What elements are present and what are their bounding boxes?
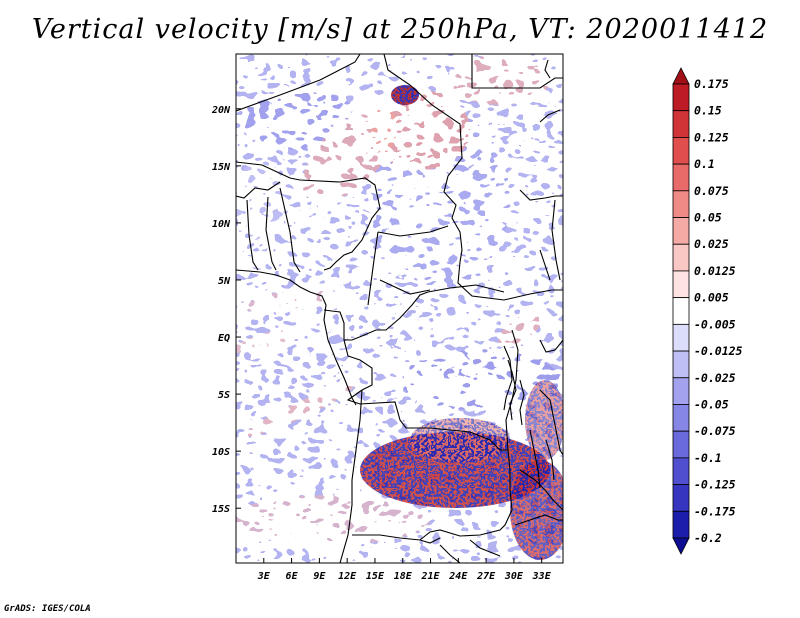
colorbar-label: -0.05 (694, 397, 729, 411)
country-borders (236, 54, 563, 563)
colorbar-swatch (672, 67, 690, 85)
lon-tick-label: 9E (313, 571, 326, 582)
longitude-axis: 3E 6E 9E 12E 15E 18E 21E 24E 27E 30E 33E (257, 558, 552, 582)
lat-tick-label: 15S (212, 504, 230, 515)
lon-tick-label: 30E (504, 571, 524, 582)
colorbar-label: -0.075 (694, 424, 736, 438)
colorbar-label: 0.05 (694, 211, 722, 225)
lat-tick-label: 10N (212, 219, 231, 230)
colorbar-swatch (672, 243, 690, 272)
colorbar: 0.175 0.15 0.125 0.1 0.075 0.05 0.025 0.0125 0.0… (672, 67, 743, 555)
colorbar-swatch (672, 190, 690, 218)
velocity-field (236, 54, 563, 563)
colorbar-swatch (672, 457, 690, 485)
lon-tick-label: 12E (338, 571, 357, 582)
grads-credit: GrADS: IGES/COLA (4, 604, 91, 614)
colorbar-swatch (672, 270, 690, 299)
colorbar-label: 0.125 (694, 130, 729, 144)
colorbar-swatch (672, 430, 690, 459)
colorbar-swatch (672, 350, 690, 379)
map-frame (235, 53, 564, 564)
lon-tick-label: 6E (286, 571, 299, 582)
colorbar-swatch (672, 377, 690, 405)
colorbar-label: -0.1 (694, 451, 722, 465)
colorbar-swatch (672, 404, 690, 432)
colorbar-label: 0.005 (694, 291, 729, 305)
lon-tick-label: 18E (394, 571, 413, 582)
lat-tick-label: 20N (211, 105, 231, 116)
colorbar-label: -0.025 (694, 371, 736, 385)
colorbar-label: -0.2 (694, 531, 722, 545)
colorbar-swatch (672, 510, 690, 539)
colorbar-swatch (672, 83, 690, 112)
colorbar-swatch (672, 323, 690, 352)
colorbar-label: -0.175 (694, 504, 736, 518)
lon-tick-label: 24E (448, 571, 468, 582)
colorbar-swatch (672, 537, 690, 555)
latitude-axis: 20N 15N 10N 5N EQ 5S 10S 15S (211, 105, 241, 515)
lon-tick-label: 27E (476, 571, 496, 582)
colorbar-label: 0.175 (694, 77, 729, 91)
lon-tick-label: 33E (532, 571, 552, 582)
colorbar-label: -0.125 (694, 478, 736, 492)
colorbar-swatch (672, 163, 690, 192)
colorbar-label: 0.025 (694, 237, 729, 251)
lon-tick-label: 15E (366, 571, 385, 582)
colorbar-label: 0.1 (694, 157, 715, 171)
colorbar-swatch (672, 137, 690, 165)
colorbar-label: -0.005 (694, 317, 736, 331)
lat-tick-label: 5S (218, 390, 230, 401)
lon-tick-label: 3E (257, 571, 271, 582)
lat-tick-label: EQ (218, 333, 230, 344)
colorbar-swatch (672, 110, 690, 138)
lat-tick-label: 5N (218, 276, 231, 287)
chart-title: Vertical velocity [m/s] at 250hPa, VT: 2… (31, 14, 769, 45)
lat-tick-label: 10S (212, 447, 230, 458)
lat-tick-label: 15N (212, 162, 231, 173)
colorbar-swatch (672, 217, 690, 245)
lon-tick-label: 21E (421, 571, 441, 582)
colorbar-label: 0.075 (694, 184, 729, 198)
colorbar-label: 0.0125 (694, 264, 736, 278)
colorbar-label: -0.0125 (694, 344, 743, 358)
colorbar-swatch (672, 484, 690, 512)
colorbar-swatch (672, 297, 690, 325)
colorbar-label: 0.15 (694, 104, 722, 118)
